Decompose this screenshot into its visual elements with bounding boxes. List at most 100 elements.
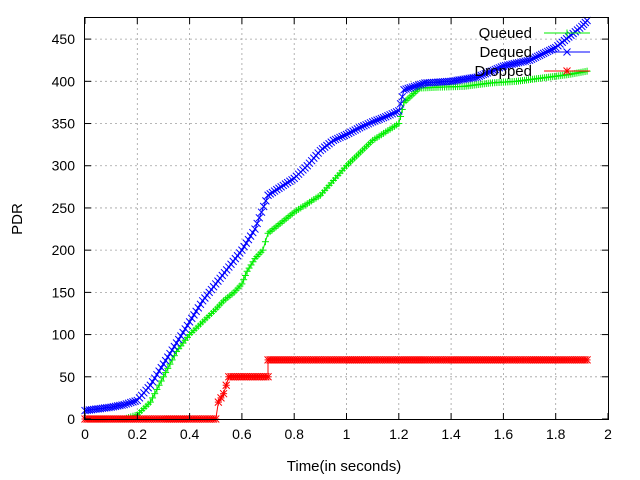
x-tick-label: 1.8 xyxy=(546,426,566,442)
data-point xyxy=(398,92,407,101)
data-point xyxy=(240,276,248,284)
legend-marker xyxy=(563,48,571,56)
data-point xyxy=(155,381,163,389)
data-point xyxy=(583,16,591,25)
data-point xyxy=(255,213,264,222)
data-point xyxy=(583,356,591,364)
x-tick-label: 1.6 xyxy=(494,426,514,442)
data-point xyxy=(338,132,346,141)
data-point xyxy=(181,325,190,333)
data-point xyxy=(161,356,170,365)
data-point xyxy=(219,389,228,398)
data-point xyxy=(153,385,161,393)
data-point xyxy=(416,80,425,89)
data-point xyxy=(493,64,502,73)
data-point xyxy=(285,177,294,186)
data-point xyxy=(404,84,413,93)
data-point xyxy=(527,55,536,64)
data-point xyxy=(187,314,196,323)
data-point xyxy=(479,70,488,79)
data-point xyxy=(166,349,174,358)
legend-label: Dequed xyxy=(479,44,532,61)
x-axis-label: Time(in seconds) xyxy=(287,458,401,475)
data-point xyxy=(549,44,558,53)
y-tick-label: 250 xyxy=(52,200,76,216)
data-point xyxy=(545,46,554,55)
data-point xyxy=(347,128,355,137)
data-point xyxy=(275,184,283,193)
y-tick-label: 450 xyxy=(52,31,76,47)
data-point xyxy=(270,187,279,195)
data-point xyxy=(288,175,296,184)
data-point xyxy=(384,111,392,120)
data-point xyxy=(159,360,168,368)
series-dequed xyxy=(81,16,591,415)
data-point xyxy=(148,377,157,386)
data-point xyxy=(118,401,126,409)
data-point xyxy=(157,363,166,372)
data-point xyxy=(523,56,532,65)
data-point xyxy=(238,280,246,288)
x-tick-label: 2 xyxy=(604,426,612,442)
x-tick-label: 0.8 xyxy=(284,426,304,442)
data-point xyxy=(281,180,290,188)
data-point xyxy=(491,65,500,74)
data-point xyxy=(262,197,270,205)
data-point xyxy=(122,400,131,408)
y-tick-label: 50 xyxy=(59,369,75,385)
y-tick-label: 0 xyxy=(67,411,75,427)
data-point xyxy=(537,50,546,59)
data-point xyxy=(279,181,288,190)
data-point xyxy=(531,53,540,62)
data-point xyxy=(377,114,386,123)
x-tick-label: 1.4 xyxy=(441,426,461,442)
data-point xyxy=(259,246,267,254)
data-point xyxy=(381,112,390,121)
data-point xyxy=(349,127,357,135)
data-point xyxy=(242,239,251,247)
data-point xyxy=(477,71,486,80)
data-point xyxy=(192,307,200,316)
data-point xyxy=(392,107,401,116)
data-point xyxy=(395,120,403,128)
data-point xyxy=(261,238,269,246)
data-point xyxy=(414,81,423,89)
legend-marker xyxy=(563,67,571,75)
y-tick-label: 300 xyxy=(52,158,76,174)
legend-label: Dropped xyxy=(474,63,532,80)
data-point xyxy=(406,83,415,92)
data-point xyxy=(344,129,353,138)
data-point xyxy=(149,394,157,402)
data-point xyxy=(388,109,397,118)
data-point xyxy=(146,398,154,406)
data-point xyxy=(333,134,342,143)
data-point xyxy=(240,242,248,251)
data-point xyxy=(351,126,360,134)
data-point xyxy=(126,398,135,407)
data-point xyxy=(244,235,253,244)
data-point xyxy=(163,353,172,361)
data-point xyxy=(190,311,198,319)
data-point xyxy=(272,185,281,194)
data-point xyxy=(483,69,492,77)
data-point xyxy=(166,360,174,368)
data-point xyxy=(264,191,272,200)
data-point xyxy=(336,133,344,142)
data-point xyxy=(353,125,362,133)
data-point xyxy=(268,188,277,197)
data-point xyxy=(153,370,161,379)
data-point xyxy=(535,51,544,60)
data-point xyxy=(251,225,259,233)
data-point xyxy=(241,271,249,279)
data-point xyxy=(174,335,183,344)
data-point xyxy=(168,346,177,354)
data-point xyxy=(362,120,370,129)
data-point xyxy=(146,381,155,390)
data-point xyxy=(489,66,498,75)
plot-frame xyxy=(84,17,609,420)
data-point xyxy=(257,208,266,217)
data-point xyxy=(368,117,377,126)
data-point xyxy=(238,246,246,255)
